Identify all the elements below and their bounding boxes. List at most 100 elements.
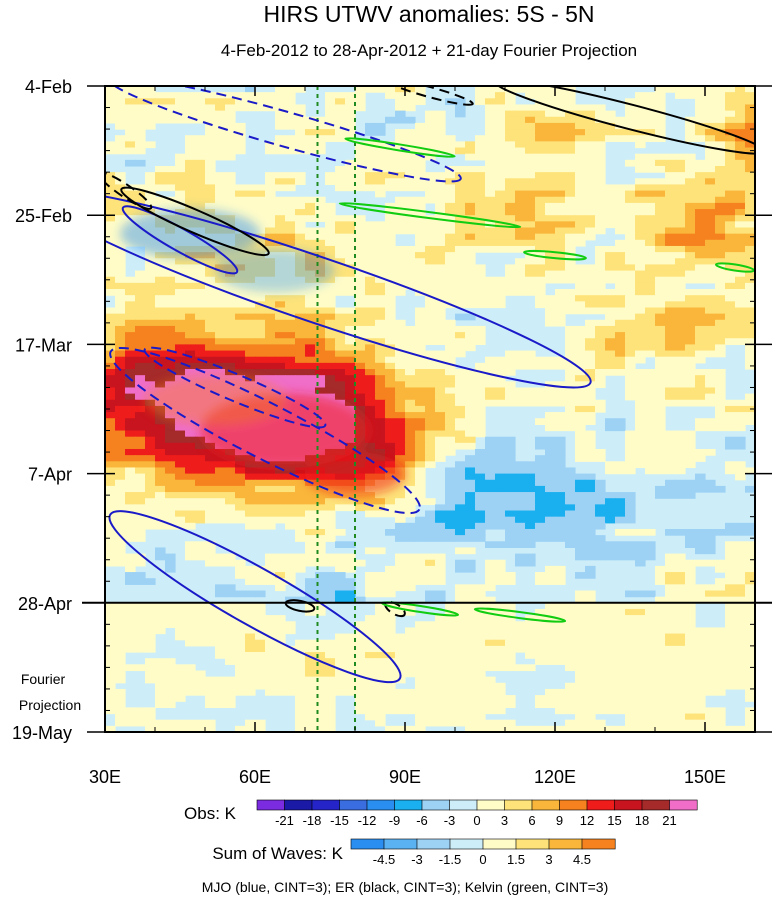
heatmap-cell <box>545 621 556 629</box>
heatmap-cell <box>355 184 366 192</box>
heatmap-cell <box>385 492 396 499</box>
heatmap-cell <box>435 196 446 204</box>
heatmap-cell <box>365 615 376 622</box>
heatmap-cell <box>745 344 755 352</box>
heatmap-cell <box>145 307 156 315</box>
heatmap-cell <box>415 498 426 505</box>
heatmap-cell <box>725 307 736 315</box>
heatmap-cell <box>355 633 366 641</box>
heatmap-cell <box>365 393 376 401</box>
heatmap-cell <box>135 448 146 456</box>
heatmap-cell <box>495 129 506 136</box>
heatmap-cell <box>735 590 746 598</box>
heatmap-cell <box>735 141 746 149</box>
heatmap-cell <box>485 615 496 622</box>
heatmap-cell <box>455 559 466 567</box>
heatmap-cell <box>415 86 426 93</box>
heatmap-cell <box>645 270 656 278</box>
heatmap-cell <box>345 676 356 684</box>
heatmap-cell <box>195 116 206 124</box>
heatmap-cell <box>365 129 376 136</box>
heatmap-cell <box>655 209 666 216</box>
heatmap-cell <box>585 455 596 462</box>
heatmap-cell <box>125 633 136 641</box>
heatmap-cell <box>715 270 726 278</box>
heatmap-cell <box>355 362 366 370</box>
heatmap-cell <box>165 442 176 450</box>
heatmap-cell <box>115 535 126 542</box>
heatmap-cell <box>185 325 196 333</box>
heatmap-cell <box>555 633 566 641</box>
heatmap-cell <box>545 362 556 370</box>
heatmap-cell <box>585 670 596 678</box>
heatmap-cell <box>325 522 336 530</box>
heatmap-cell <box>475 362 486 370</box>
heatmap-cell <box>705 479 716 487</box>
heatmap-cell <box>315 498 326 505</box>
heatmap-cell <box>685 122 696 130</box>
heatmap-cell <box>115 405 126 413</box>
heatmap-cell <box>575 196 586 204</box>
heatmap-cell <box>295 639 306 647</box>
heatmap-cell <box>145 430 156 438</box>
heatmap-cell <box>295 510 306 518</box>
heatmap-cell <box>155 430 166 438</box>
heatmap-cell <box>135 578 146 585</box>
heatmap-cell <box>175 153 186 161</box>
heatmap-cell <box>125 535 136 542</box>
heatmap-cell <box>205 338 216 345</box>
heatmap-cell <box>395 129 406 136</box>
heatmap-cell <box>155 165 166 173</box>
heatmap-cell <box>135 332 146 339</box>
heatmap-cell <box>205 615 216 622</box>
heatmap-cell <box>615 116 626 124</box>
heatmap-cell <box>575 209 586 216</box>
heatmap-cell <box>595 516 606 524</box>
heatmap-cell <box>635 627 646 635</box>
heatmap-cell <box>105 221 116 229</box>
heatmap-cell <box>485 245 496 253</box>
heatmap-cell <box>585 547 596 555</box>
heatmap-cell <box>725 547 736 555</box>
heatmap-cell <box>625 202 636 210</box>
heatmap-cell <box>575 381 586 389</box>
heatmap-cell <box>215 633 226 641</box>
heatmap-cell <box>605 325 616 333</box>
heatmap-cell <box>245 350 256 358</box>
heatmap-cell <box>155 485 166 493</box>
heatmap-cell <box>445 172 456 179</box>
heatmap-cell <box>175 92 186 99</box>
heatmap-cell <box>565 424 576 432</box>
heatmap-cell <box>505 178 516 186</box>
heatmap-cell <box>155 325 166 333</box>
heatmap-cell <box>595 504 606 512</box>
heatmap-cell <box>285 387 296 395</box>
heatmap-cell <box>145 645 156 653</box>
heatmap-cell <box>365 245 376 253</box>
heatmap-cell <box>245 338 256 345</box>
heatmap-cell <box>495 578 506 585</box>
heatmap-cell <box>525 264 536 272</box>
heatmap-cell <box>615 541 626 549</box>
heatmap-cell <box>665 559 676 567</box>
heatmap-cell <box>345 559 356 567</box>
heatmap-cell <box>575 369 586 376</box>
heatmap-cell <box>515 209 526 216</box>
heatmap-cell <box>145 412 156 419</box>
heatmap-cell <box>725 565 736 573</box>
heatmap-cell <box>745 645 755 653</box>
heatmap-cell <box>595 381 606 389</box>
heatmap-cell <box>745 399 755 407</box>
heatmap-cell <box>285 664 296 672</box>
heatmap-cell <box>195 190 206 198</box>
heatmap-cell <box>385 276 396 284</box>
heatmap-cell <box>465 399 476 407</box>
heatmap-cell <box>615 202 626 210</box>
heatmap-cell <box>425 578 436 585</box>
heatmap-cell <box>115 147 126 155</box>
heatmap-cell <box>745 282 755 290</box>
heatmap-cell <box>135 492 146 499</box>
heatmap-cell <box>415 387 426 395</box>
heatmap-cell <box>435 122 446 130</box>
heatmap-cell <box>715 110 726 118</box>
